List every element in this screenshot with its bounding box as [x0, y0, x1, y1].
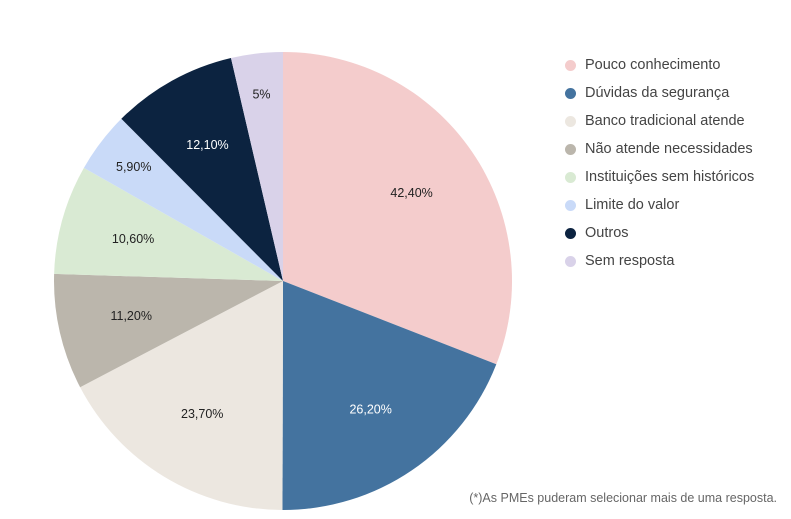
legend-swatch-2 — [565, 115, 576, 127]
chart-legend: Pouco conhecimento Dúvidas da segurança Ba… — [565, 51, 754, 275]
pie-value-label-3: 11,20% — [110, 309, 151, 323]
legend-item-4: Instituições sem históricos — [565, 163, 754, 191]
legend-swatch-3 — [565, 143, 576, 155]
footnote: (*)As PMEs puderam selecionar mais de um… — [469, 491, 777, 505]
legend-swatch-4 — [565, 171, 576, 183]
pie-value-label-2: 23,70% — [181, 407, 223, 421]
legend-label-1: Dúvidas da segurança — [585, 85, 730, 101]
legend-swatch-5 — [565, 199, 576, 211]
pie-value-label-5: 5,90% — [116, 160, 151, 174]
legend-label-7: Sem resposta — [585, 253, 675, 269]
legend-item-1: Dúvidas da segurança — [565, 79, 754, 107]
legend-label-3: Não atende necessidades — [585, 141, 753, 157]
pie-slice-4 — [54, 167, 283, 281]
legend-swatch-6 — [565, 227, 576, 239]
pie-slice-0 — [283, 52, 513, 365]
pie-slice-3 — [54, 273, 283, 388]
legend-item-5: Limite do valor — [565, 191, 754, 219]
pie-slice-5 — [83, 118, 284, 281]
legend-label-0: Pouco conhecimento — [585, 57, 721, 73]
pie-value-label-7: 5% — [252, 87, 270, 101]
legend-swatch-7 — [565, 255, 576, 267]
pie-slices — [54, 52, 513, 511]
pie-value-label-0: 42,40% — [390, 186, 432, 200]
pie-value-label-4: 10,60% — [112, 232, 154, 246]
legend-label-6: Outros — [585, 225, 629, 241]
legend-item-2: Banco tradicional atende — [565, 107, 754, 135]
pie-slice-2 — [80, 281, 283, 510]
legend-swatch-0 — [565, 59, 576, 71]
legend-item-7: Sem resposta — [565, 247, 754, 275]
legend-label-5: Limite do valor — [585, 197, 680, 213]
pie-value-label-6: 12,10% — [186, 138, 228, 152]
pie-slice-1 — [282, 281, 497, 511]
legend-label-2: Banco tradicional atende — [585, 113, 745, 129]
legend-item-6: Outros — [565, 219, 754, 247]
pie-value-label-1: 26,20% — [349, 403, 391, 417]
pie-value-labels: 42,40% 26,20% 23,70% 11,20% 10,60% 5,90% 12,10… — [110, 87, 432, 421]
pie-slice-7 — [230, 52, 283, 281]
legend-item-0: Pouco conhecimento — [565, 51, 754, 79]
legend-label-4: Instituições sem históricos — [585, 169, 755, 185]
legend-item-3: Não atende necessidades — [565, 135, 754, 163]
legend-swatch-1 — [565, 87, 576, 99]
pie-slice-6 — [121, 57, 283, 281]
